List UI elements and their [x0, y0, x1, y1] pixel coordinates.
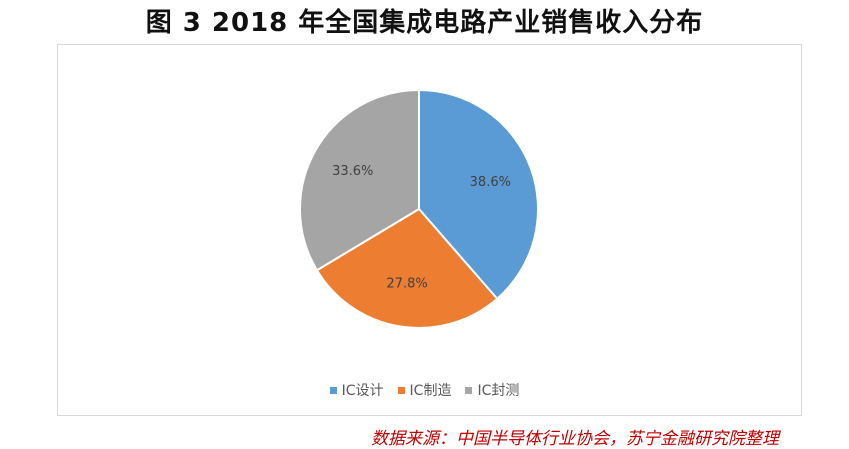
- legend-item-ic-manufacturing: IC制造: [397, 380, 452, 400]
- legend-swatch: [465, 386, 473, 394]
- legend-swatch: [397, 386, 405, 394]
- pie-slice-ic-packaging-testing: [299, 89, 420, 272]
- legend: IC设计 IC制造 IC封测: [0, 380, 849, 400]
- pie-slice-ic-design: [418, 89, 539, 300]
- legend-label: IC设计: [341, 383, 384, 399]
- legend-item-ic-packaging-testing: IC封测: [465, 380, 519, 400]
- source-note: 数据来源：中国半导体行业协会，苏宁金融研究院整理: [371, 429, 779, 449]
- data-label: 38.6%: [470, 175, 511, 190]
- pie-slice-ic-manufacturing: [315, 208, 499, 329]
- data-label: 33.6%: [332, 164, 373, 179]
- data-label: 27.8%: [386, 277, 427, 292]
- legend-label: IC封测: [477, 383, 520, 399]
- legend-swatch: [329, 386, 337, 394]
- legend-item-ic-design: IC设计: [329, 380, 384, 400]
- legend-label: IC制造: [409, 383, 452, 399]
- chart-title: 图 3 2018 年全国集成电路产业销售收入分布: [145, 8, 704, 38]
